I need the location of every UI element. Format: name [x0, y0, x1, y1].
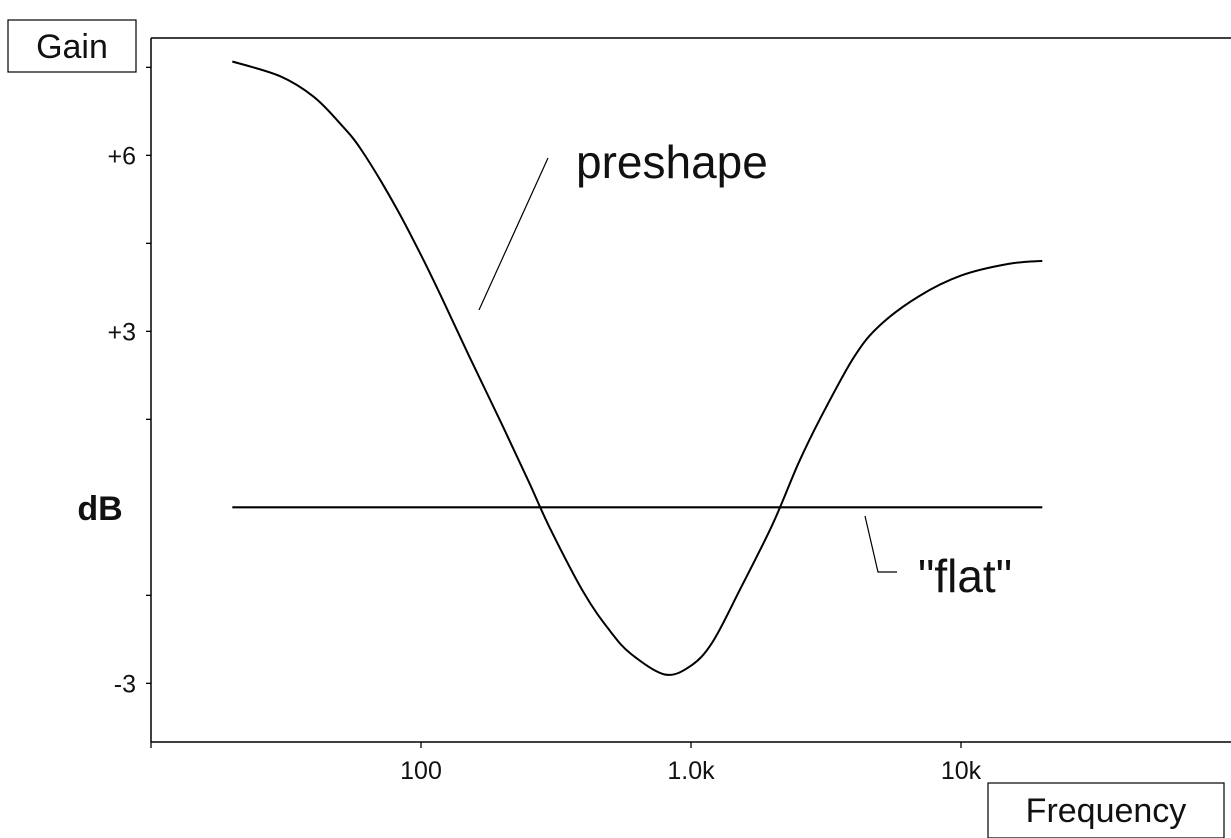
y-tick-label: +6	[107, 142, 136, 170]
unit-label: dB	[77, 490, 122, 528]
x-tick-label: 1.0k	[667, 757, 715, 785]
series-line-preshape	[232, 60, 1043, 676]
flat-leader-line	[864, 515, 897, 573]
y-tick-label: -3	[114, 670, 136, 698]
xlabel-box	[987, 782, 1225, 838]
axis-labels: Gain dB Frequency	[7, 19, 1225, 838]
x-tick-label: 10k	[941, 757, 982, 785]
ticks: +6 +3 -3 100 1.0k 10k	[107, 66, 982, 785]
ylabel: Gain	[36, 28, 108, 66]
ylabel-box	[7, 19, 137, 73]
x-tick-label: 100	[400, 757, 442, 785]
y-tick-label: +3	[107, 318, 136, 346]
flat-label: "flat"	[918, 550, 1012, 602]
preshape-label: preshape	[576, 136, 768, 188]
series-lines	[232, 60, 1043, 676]
annotations: preshape "flat"	[478, 136, 1012, 602]
xlabel: Frequency	[1026, 792, 1187, 830]
preshape-leader-line	[478, 157, 549, 311]
